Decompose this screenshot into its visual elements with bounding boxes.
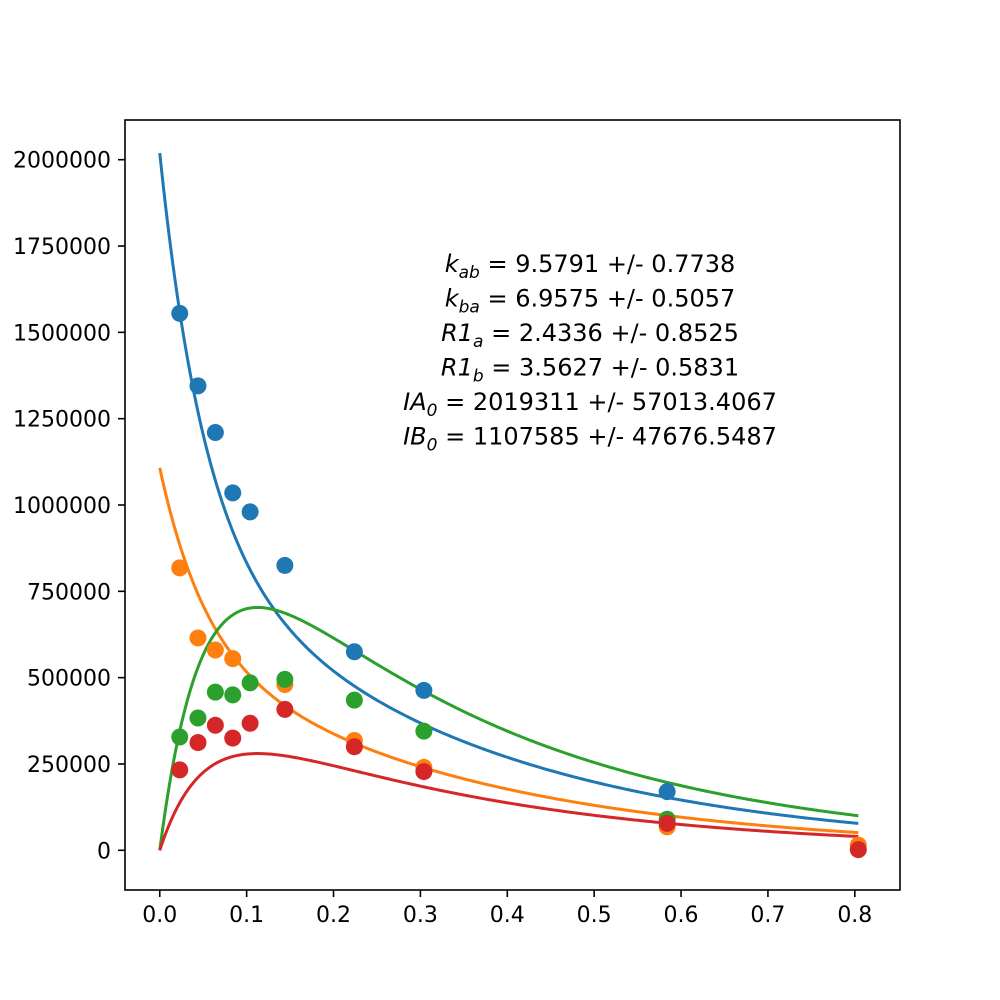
annotation-symbol: R1	[441, 319, 473, 347]
data-point-IBA	[224, 729, 242, 747]
fit-line-IA	[158, 152, 859, 825]
data-point-IBA	[849, 841, 867, 859]
y-tick-label: 0	[97, 839, 111, 864]
annotation-subscript: 0	[427, 401, 438, 421]
annotation-line: kab = 9.5791 +/- 0.7738	[445, 250, 736, 283]
data-point-IA	[171, 304, 189, 322]
data-point-IAB	[189, 709, 207, 727]
y-tick-label: 1000000	[13, 494, 111, 519]
x-tick-label: 0.8	[837, 903, 872, 928]
y-axis-ticks: 0 250000 500000 750000 1000000 1250000 1500000…	[13, 149, 125, 864]
data-point-IBA	[189, 734, 207, 752]
annotation-subscript: a	[473, 332, 483, 352]
x-tick-label: 0.3	[403, 903, 438, 928]
data-point-IBA	[241, 714, 259, 732]
x-tick-label: 0.2	[316, 903, 351, 928]
data-point-IA	[415, 681, 433, 699]
data-point-IAB	[276, 670, 294, 688]
y-tick-label: 1750000	[13, 235, 111, 260]
data-points	[171, 304, 867, 859]
data-point-IAB	[171, 728, 189, 746]
y-tick-label: 500000	[27, 667, 111, 692]
annotation-symbol: k	[445, 250, 460, 278]
y-tick-label: 1250000	[13, 408, 111, 433]
fit-line-IBA	[158, 752, 859, 851]
data-point-IBA	[345, 738, 363, 756]
y-tick-label: 750000	[27, 580, 111, 605]
annotation-symbol: IB	[403, 423, 427, 451]
data-point-IA	[241, 503, 259, 521]
annotation-value: = 9.5791 +/- 0.7738	[480, 250, 735, 278]
data-point-IAB	[345, 691, 363, 709]
annotation-line: IA0 = 2019311 +/- 57013.4067	[403, 388, 777, 421]
annotation-subscript: b	[473, 367, 484, 387]
annotation-subscript: ab	[459, 263, 480, 283]
data-point-IA	[206, 423, 224, 441]
annotation-value: = 3.5627 +/- 0.5831	[484, 354, 739, 382]
data-point-IA	[345, 643, 363, 661]
data-point-IAB	[224, 686, 242, 704]
data-point-IA	[658, 783, 676, 801]
annotation-symbol: R1	[441, 354, 473, 382]
data-point-IB	[224, 650, 242, 668]
annotation-line: R1a = 2.4336 +/- 0.8525	[441, 319, 739, 352]
x-tick-label: 0.6	[664, 903, 699, 928]
data-point-IA	[276, 556, 294, 574]
annotation-line: R1b = 3.5627 +/- 0.5831	[441, 354, 739, 387]
annotation-value: = 2.4336 +/- 0.8525	[483, 319, 738, 347]
x-tick-label: 0.1	[229, 903, 264, 928]
data-point-IA	[224, 484, 242, 502]
annotation-value: = 6.9575 +/- 0.5057	[480, 285, 735, 313]
annotation-line: kba = 6.9575 +/- 0.5057	[445, 285, 736, 318]
fit-line-IB	[158, 467, 859, 835]
fit-line-IAB	[158, 605, 859, 851]
x-tick-label: 0.5	[577, 903, 612, 928]
data-point-IAB	[206, 683, 224, 701]
fit-curves	[158, 152, 859, 851]
annotation-value: = 1107585 +/- 47676.5487	[437, 423, 776, 451]
data-point-IA	[189, 377, 207, 395]
x-tick-label: 0.7	[750, 903, 785, 928]
annotation-symbol: IA	[403, 388, 427, 416]
data-point-IBA	[415, 763, 433, 781]
data-point-IAB	[241, 674, 259, 692]
data-point-IB	[206, 641, 224, 659]
y-tick-label: 1500000	[13, 321, 111, 346]
data-point-IB	[171, 559, 189, 577]
x-tick-label: 0.4	[490, 903, 525, 928]
annotation-subscript: 0	[427, 436, 438, 456]
y-tick-label: 2000000	[13, 149, 111, 174]
data-point-IBA	[658, 814, 676, 832]
data-point-IBA	[206, 716, 224, 734]
annotation-subscript: ba	[459, 298, 480, 318]
data-point-IBA	[171, 761, 189, 779]
annotation-value: = 2019311 +/- 57013.4067	[437, 388, 776, 416]
annotation-line: IB0 = 1107585 +/- 47676.5487	[403, 423, 777, 456]
data-point-IB	[189, 629, 207, 647]
x-tick-label: 0.0	[142, 903, 177, 928]
x-axis-ticks: 0.0 0.1 0.2 0.3 0.4 0.5 0.6 0.7 0.8	[142, 890, 872, 928]
y-tick-label: 250000	[27, 753, 111, 778]
data-point-IAB	[415, 722, 433, 740]
data-point-IBA	[276, 700, 294, 718]
annotation-symbol: k	[445, 285, 460, 313]
